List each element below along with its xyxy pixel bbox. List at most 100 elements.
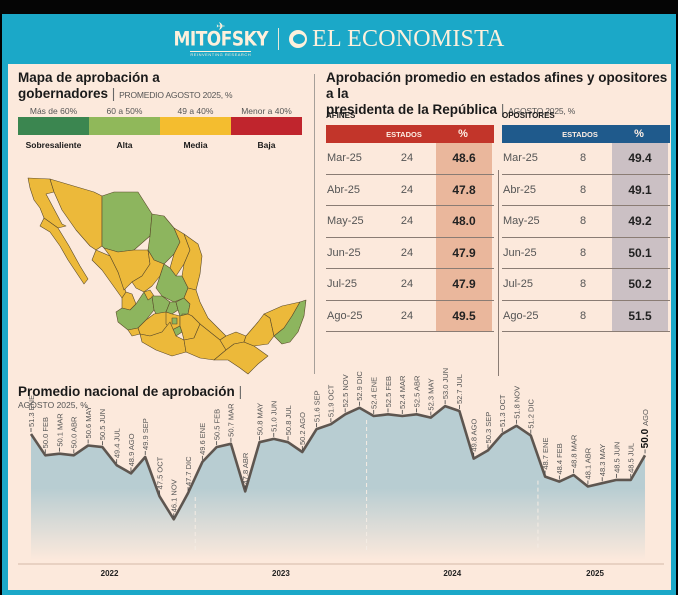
tables-title: Aprobación promedio en estados afines y … bbox=[326, 70, 671, 119]
point-label: 52.4 MAR bbox=[398, 375, 407, 409]
table-divider bbox=[498, 170, 499, 376]
point-label: 50.5 JUN bbox=[98, 409, 107, 440]
month-cell: Jul-25 bbox=[327, 278, 357, 291]
estados-cell: 8 bbox=[579, 152, 587, 165]
afines-header-bar: ESTADOS % bbox=[326, 125, 494, 143]
state-jalisco bbox=[115, 291, 155, 331]
map-legend: Más de 60% 60 a 50% 49 a 40% Menor a 40%… bbox=[18, 106, 302, 150]
map-subtitle: PROMEDIO AGOSTO 2025, % bbox=[119, 90, 233, 100]
afines-label: AFINES bbox=[326, 111, 356, 120]
pct-cell: 49.4 bbox=[612, 143, 668, 174]
pct-cell: 50.2 bbox=[612, 269, 668, 300]
estados-cell: 24 bbox=[400, 152, 414, 165]
month-cell: Jul-25 bbox=[503, 278, 533, 291]
estados-cell: 8 bbox=[579, 215, 587, 228]
line-chart-title: Promedio nacional de aprobación | bbox=[18, 384, 242, 400]
table-row: Jun-25 24 47.9 bbox=[326, 237, 494, 269]
opositores-label: OPOSITORES bbox=[502, 111, 555, 120]
legend-range: Menor a 40% bbox=[241, 106, 292, 116]
point-label-value: 50.0 bbox=[640, 428, 651, 448]
state-queretaro bbox=[165, 301, 179, 315]
estados-cell: 8 bbox=[579, 309, 587, 322]
estados-cell: 24 bbox=[400, 246, 414, 259]
month-cell: May-25 bbox=[503, 215, 540, 228]
table-row: Jul-25 8 50.2 bbox=[502, 269, 670, 301]
month-cell: Jun-25 bbox=[327, 246, 361, 259]
point-label: 46.1 NOV bbox=[170, 479, 179, 512]
title-pipe: | bbox=[238, 384, 243, 399]
estados-cell: 8 bbox=[579, 246, 587, 259]
point-label: 50.0 FEB bbox=[41, 417, 50, 448]
state-chihuahua bbox=[101, 191, 153, 253]
el-economista-logo: EL ECONOMISTA bbox=[289, 26, 504, 53]
month-cell: Jun-25 bbox=[503, 246, 537, 259]
tables-title-line1: Aprobación promedio en estados afines y … bbox=[326, 70, 668, 101]
top-bar bbox=[0, 0, 678, 14]
state-sonora bbox=[49, 178, 103, 251]
point-label: 52.3 MAY bbox=[427, 378, 436, 410]
year-label: 2024 bbox=[443, 569, 461, 578]
pct-cell: 51.5 bbox=[612, 300, 668, 331]
point-label: 53.0 JUN bbox=[441, 368, 450, 399]
opositores-header-bar: ESTADOS % bbox=[502, 125, 670, 143]
table-row: Jul-25 24 47.9 bbox=[326, 269, 494, 301]
point-label: 48.5 JUL bbox=[627, 443, 636, 473]
line-chart-title-text: Promedio nacional de aprobación bbox=[18, 384, 235, 399]
title-pipe: | bbox=[500, 102, 505, 117]
table-row: May-25 8 49.2 bbox=[502, 206, 670, 238]
point-label: 50.5 FEB bbox=[212, 409, 221, 440]
point-label: 50.1 MAR bbox=[55, 413, 64, 447]
point-label: 50.0 ABR bbox=[70, 416, 79, 448]
point-label: 50.0 AGO bbox=[640, 409, 651, 448]
pct-cell: 49.1 bbox=[612, 174, 668, 205]
mitofsky-tagline: REINVENTING RESEARCH bbox=[190, 50, 252, 57]
table-row: Jun-25 8 50.1 bbox=[502, 237, 670, 269]
table-row: May-25 24 48.0 bbox=[326, 206, 494, 238]
point-label: 51.8 NOV bbox=[512, 386, 521, 419]
series-line bbox=[29, 404, 647, 521]
col-estados: ESTADOS bbox=[562, 129, 598, 139]
point-label: 48.1 ABR bbox=[584, 447, 593, 479]
year-label: 2023 bbox=[272, 569, 290, 578]
point-label: 49.9 SEP bbox=[141, 418, 150, 450]
legend-swatch-sobresaliente bbox=[18, 117, 89, 135]
point-label: 48.5 JUN bbox=[612, 442, 621, 473]
year-label: 2022 bbox=[101, 569, 119, 578]
pct-cell: 49.5 bbox=[436, 300, 492, 331]
table-row: Ago-25 8 51.5 bbox=[502, 300, 670, 332]
month-cell: Mar-25 bbox=[327, 152, 362, 165]
content-panel: Mapa de aprobación a gobernadores | PROM… bbox=[8, 64, 671, 590]
month-cell: Ago-25 bbox=[503, 309, 539, 322]
col-pct: % bbox=[458, 128, 468, 140]
opositores-table: OPOSITORES ESTADOS % Mar-25 8 49.4 Abr-25 8 4… bbox=[502, 111, 670, 332]
point-label: 51.2 DIC bbox=[527, 398, 536, 428]
state-chiapas bbox=[213, 341, 269, 375]
col-estados: ESTADOS bbox=[386, 129, 422, 139]
header: ✈ MITOFSKY REINVENTING RESEARCH EL ECONO… bbox=[2, 14, 676, 64]
point-label: 52.7 JUL bbox=[455, 374, 464, 404]
point-labels: 51.3 ENE 50.0 FEB 50.1 MAR 50.0 ABR 50.6 MAY… bbox=[27, 368, 651, 518]
el-economista-name: EL ECONOMISTA bbox=[312, 25, 505, 52]
year-labels: 2022 2023 2024 2025 bbox=[101, 569, 605, 578]
map-section-header: Mapa de aprobación a gobernadores | PROM… bbox=[18, 70, 306, 103]
month-cell: Abr-25 bbox=[327, 183, 361, 196]
point-label: 48.8 MAR bbox=[569, 434, 578, 468]
point-label: 52.4 ENE bbox=[370, 377, 379, 409]
point-label: 51.6 SEP bbox=[312, 390, 321, 422]
month-cell: May-25 bbox=[327, 215, 364, 228]
legend-name: Sobresaliente bbox=[25, 140, 82, 150]
point-label: 50.3 SEP bbox=[484, 412, 493, 444]
map-title-line2: gobernadores bbox=[18, 86, 109, 101]
estados-cell: 8 bbox=[579, 183, 587, 196]
legend-range: Más de 60% bbox=[29, 106, 78, 116]
tables-section-header: Aprobación promedio en estados afines y … bbox=[326, 70, 671, 119]
pct-cell: 47.9 bbox=[436, 269, 492, 300]
infographic-frame: ✈ MITOFSKY REINVENTING RESEARCH EL ECONO… bbox=[2, 14, 676, 595]
table-row: Abr-25 24 47.8 bbox=[326, 174, 494, 206]
point-label-month: AGO bbox=[641, 409, 650, 426]
bird-icon: ✈ bbox=[216, 20, 226, 33]
pct-cell: 49.2 bbox=[612, 206, 668, 237]
afines-rows: Mar-25 24 48.6 Abr-25 24 47.8 May-25 24 48.0 Jun-… bbox=[326, 143, 494, 332]
point-label: 48.4 FEB bbox=[555, 443, 564, 474]
month-cell: Ago-25 bbox=[327, 309, 363, 322]
